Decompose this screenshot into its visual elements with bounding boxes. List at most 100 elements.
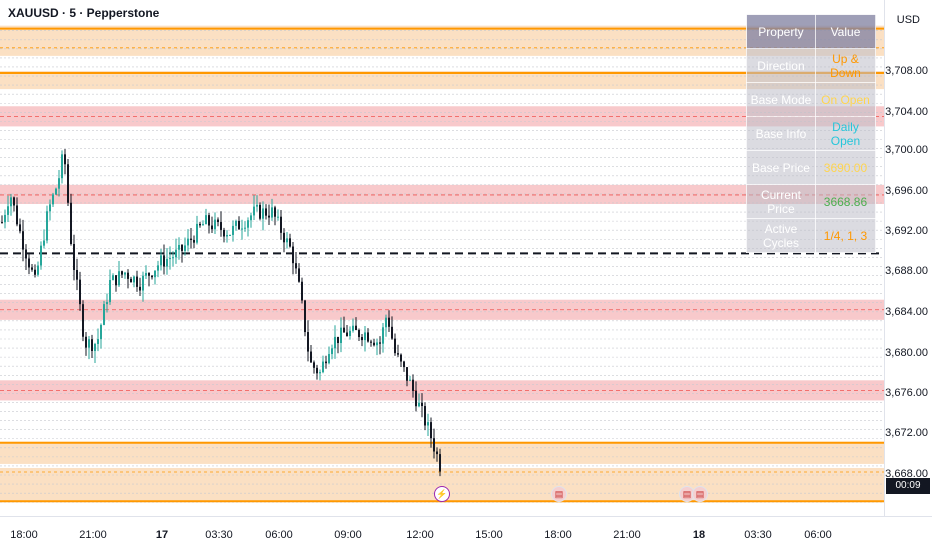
candle-body	[37, 265, 39, 275]
candle-body	[169, 258, 171, 260]
candle-body	[298, 268, 300, 282]
candle-body	[331, 348, 333, 355]
candle-body	[79, 279, 81, 305]
time-label: 03:30	[744, 529, 772, 541]
price-scale[interactable]: USD 3,708.00 3,704.00 3,700.00 3,696.00 …	[884, 0, 932, 516]
property-cell: Base Price	[746, 150, 816, 185]
time-label: 18:00	[10, 529, 38, 541]
candle-body	[73, 244, 75, 271]
candle-body	[232, 225, 234, 235]
currency-label[interactable]: USD	[896, 14, 920, 26]
candle-body	[439, 454, 441, 472]
property-header: Property	[746, 14, 816, 49]
candle-body	[325, 361, 327, 364]
candle-body	[322, 361, 324, 373]
candle-body	[424, 406, 426, 426]
candle-body	[58, 178, 60, 189]
candle-body	[256, 204, 258, 207]
candle-body	[85, 336, 87, 348]
candle-body	[379, 342, 381, 344]
candle-body	[376, 342, 378, 346]
candle-body	[304, 300, 306, 333]
candle-body	[406, 367, 408, 381]
candle-body	[265, 208, 267, 216]
candle-body	[274, 207, 276, 217]
candle-body	[373, 342, 375, 346]
candle-body	[319, 372, 321, 374]
candle-body	[328, 354, 330, 364]
candle-body	[343, 327, 345, 333]
candle-body	[427, 422, 429, 426]
candle-body	[316, 367, 318, 374]
price-label: 3,676.00	[885, 387, 928, 399]
candle-body	[235, 220, 237, 226]
price-label: 3,684.00	[885, 306, 928, 318]
candle-body	[313, 362, 315, 368]
time-label: 09:00	[334, 529, 362, 541]
orange-zone	[0, 441, 884, 464]
candle-body	[40, 245, 42, 266]
candle-body	[403, 361, 405, 368]
value-cell: On Open	[814, 82, 877, 117]
candle-body	[352, 325, 354, 331]
us-flag-icon[interactable]: ▤	[692, 486, 708, 502]
candle-body	[268, 215, 270, 218]
candle-body	[187, 238, 189, 246]
candle-body	[394, 338, 396, 354]
candle-body	[244, 227, 246, 229]
time-label: 18	[692, 529, 706, 541]
info-row-active-cycles: Active Cycles 1/4, 1, 3	[746, 218, 877, 253]
candle-body	[421, 402, 423, 407]
candle-body	[280, 216, 282, 233]
info-row-base-mode: Base Mode On Open	[746, 82, 877, 117]
candle-body	[43, 240, 45, 246]
price-label: 3,708.00	[885, 65, 928, 77]
candle-body	[1, 222, 3, 224]
time-label: 06:00	[804, 529, 832, 541]
candle-body	[46, 211, 48, 241]
candle-body	[277, 216, 279, 218]
candle-body	[160, 255, 162, 266]
candle-body	[67, 164, 69, 203]
candle-body	[409, 379, 411, 381]
candle-body	[64, 154, 66, 165]
candle-body	[154, 270, 156, 278]
us-flag-icon[interactable]: ▤	[551, 486, 567, 502]
time-label: 06:00	[265, 529, 293, 541]
candle-body	[223, 229, 225, 237]
time-label: 18:00	[544, 529, 572, 541]
candle-body	[208, 215, 210, 226]
candle-body	[205, 215, 207, 225]
price-label: 3,668.00	[885, 468, 928, 480]
info-row-direction: Direction Up & Down	[746, 48, 877, 83]
candle-body	[181, 244, 183, 251]
candle-body	[151, 275, 153, 278]
time-label: 17	[155, 529, 169, 541]
candle-body	[76, 270, 78, 280]
candle-body	[262, 208, 264, 219]
candle-body	[259, 204, 261, 219]
price-chart[interactable]	[0, 0, 884, 516]
candle-body	[310, 351, 312, 363]
time-axis[interactable]: 18:00 21:00 17 03:30 06:00 09:00 12:00 1…	[0, 516, 932, 550]
candle-body	[7, 206, 9, 215]
candle-body	[157, 265, 159, 271]
candle-body	[364, 332, 366, 341]
candle-body	[106, 302, 108, 305]
price-label: 3,688.00	[885, 265, 928, 277]
candle-body	[229, 234, 231, 236]
symbol-title[interactable]: XAUUSD · 5 · Pepperstone	[8, 6, 160, 20]
candle-body	[52, 194, 54, 205]
value-cell: Daily Open	[814, 116, 877, 151]
value-cell: 3668.86	[814, 184, 877, 219]
candle-body	[253, 206, 255, 216]
candle-body	[49, 204, 51, 212]
candle-body	[289, 238, 291, 247]
candle-body	[241, 228, 243, 230]
chart-pane[interactable]: XAUUSD · 5 · Pepperstone Property Value …	[0, 0, 884, 516]
lightning-icon[interactable]: ⚡	[434, 486, 450, 502]
candle-body	[127, 272, 129, 279]
candle-body	[430, 422, 432, 439]
property-cell: Active Cycles	[746, 218, 816, 253]
candle-body	[358, 330, 360, 338]
